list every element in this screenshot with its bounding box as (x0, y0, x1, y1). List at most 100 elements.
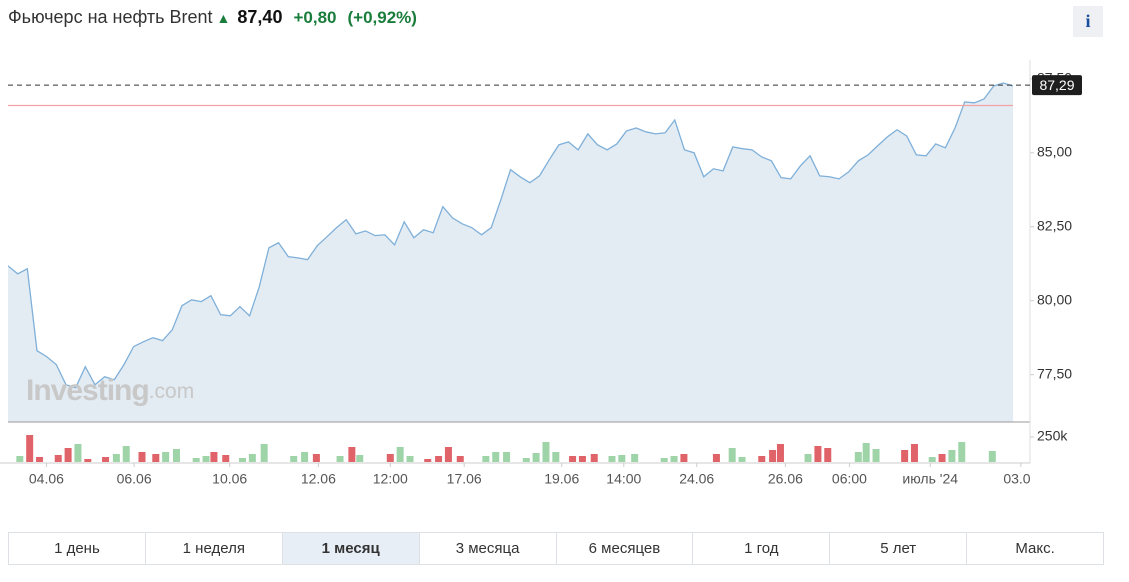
volume-bar (84, 459, 92, 462)
y-tick-label: 250k (1037, 428, 1068, 444)
header: Фьючерс на нефть Brent ▲ 87,40 +0,80 (+0,… (8, 7, 417, 28)
price-line (8, 82, 1014, 389)
price: 87,40 (237, 7, 283, 27)
volume-bar (456, 456, 464, 462)
volume-bar (162, 452, 170, 462)
x-tick-label: 12:00 (373, 471, 408, 487)
volume-bar (348, 447, 356, 462)
watermark-suffix: .com (149, 380, 195, 403)
volume-bar (814, 446, 822, 462)
volume-bar (482, 456, 490, 462)
volume-bar (301, 452, 309, 462)
volume-bar (239, 458, 246, 462)
volume-bar (988, 451, 996, 462)
volume-bar (424, 459, 432, 462)
volume-bar (16, 456, 24, 462)
y-tick-label: 80,00 (1037, 291, 1072, 307)
period-tab[interactable]: 6 месяцев (557, 533, 694, 564)
volume-bar (312, 454, 320, 462)
x-tick-label: 26.06 (768, 471, 803, 487)
volume-bar (122, 446, 130, 462)
volume-bar (804, 454, 812, 462)
volume-bar (356, 455, 364, 462)
volume-bar (910, 444, 918, 462)
volume-bar (222, 455, 230, 462)
x-tick-label: 03.07 (1003, 471, 1038, 487)
volume-bar (854, 452, 862, 462)
volume-bar (769, 450, 777, 462)
change-percent: (+0,92%) (347, 8, 417, 27)
volume-bar (248, 454, 256, 462)
volume-bar (435, 456, 443, 462)
volume-bar (26, 435, 34, 462)
volume-bar (503, 452, 511, 462)
volume-bar (260, 444, 268, 462)
volume-bar (336, 456, 344, 462)
volume-bar (36, 457, 44, 462)
x-tick-label: 06.06 (117, 471, 152, 487)
chart: 04.06 06.06 10.06 12.06 12:00 17.06 19.06 14:00… (0, 60, 1082, 487)
x-tick-label: июль '24 (902, 471, 958, 487)
volume-bar (172, 449, 180, 462)
volume-bar (608, 456, 616, 462)
volume-bar (138, 452, 146, 462)
volume-bar (578, 456, 586, 462)
volume-bar (522, 458, 530, 462)
volume-bar (542, 442, 550, 462)
volume-bar (552, 452, 560, 462)
volume-bar (660, 458, 668, 462)
volume-bar (569, 456, 577, 462)
volume-bar (948, 450, 956, 462)
x-tick-label: 12.06 (301, 471, 336, 487)
volume-bar (938, 454, 946, 462)
volume-bar (680, 454, 688, 462)
x-tick-label: 06:00 (832, 471, 867, 487)
period-tab[interactable]: 1 месяц (282, 533, 420, 564)
volume-bar (396, 447, 404, 462)
volume-bar (64, 448, 72, 462)
last-value-label: 87,29 (1039, 77, 1074, 93)
x-tick-label: 24.06 (679, 471, 714, 487)
volume-bar (928, 457, 936, 462)
period-tab[interactable]: 1 неделя (146, 533, 283, 564)
x-tick-label: 14:00 (606, 471, 641, 487)
volume-bar (152, 454, 160, 462)
volume-bar (406, 456, 414, 462)
volume-bar (758, 456, 766, 462)
volume-bar (386, 454, 394, 462)
up-arrow: ▲ (216, 10, 231, 26)
volume-bar (532, 453, 540, 462)
y-tick-label: 77,50 (1037, 365, 1072, 381)
volume-bar (712, 454, 720, 462)
volume-bar (590, 454, 598, 462)
info-button[interactable]: i (1073, 6, 1103, 37)
volume-bar (202, 456, 210, 462)
volume-bar (872, 449, 880, 462)
title: Фьючерс на нефть Brent (8, 7, 213, 27)
period-tab[interactable]: 1 год (693, 533, 831, 564)
volume-bar (210, 452, 218, 462)
watermark-main: Investing (26, 374, 149, 407)
period-tab[interactable]: 3 месяца (420, 533, 557, 564)
x-tick-label: 17.06 (447, 471, 482, 487)
x-tick-label: 19.06 (544, 471, 579, 487)
volume-bar (824, 448, 832, 462)
x-tick-label: 10.06 (212, 471, 247, 487)
volume-bar (618, 455, 626, 462)
volume-bar (670, 456, 678, 462)
period-tab[interactable]: Макс. (1015, 540, 1055, 557)
volume-bar (631, 454, 639, 462)
y-tick-label: 82,50 (1037, 217, 1072, 233)
period-tab[interactable]: 1 день (9, 533, 146, 564)
period-tab[interactable]: 5 лет (830, 533, 968, 564)
volume-bar (776, 444, 784, 462)
volume-bar (728, 448, 736, 462)
area-fill (8, 83, 1013, 422)
volume-bar (54, 455, 62, 462)
period-tabs: 1 день 1 неделя 1 месяц 3 месяца 6 месяцев 1 … (8, 532, 1104, 565)
last-value-tag (1032, 75, 1082, 96)
volume-bar (901, 450, 909, 462)
change: +0,80 (293, 8, 337, 27)
volume-bar (112, 454, 120, 462)
